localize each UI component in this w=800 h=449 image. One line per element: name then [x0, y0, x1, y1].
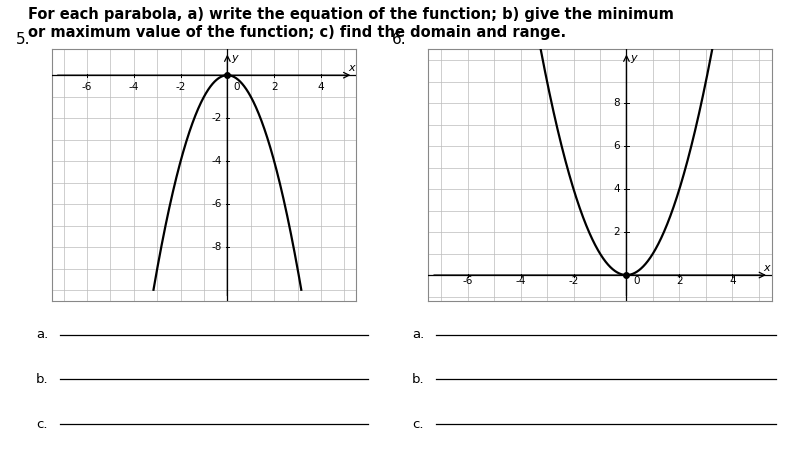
- Text: 2: 2: [614, 227, 620, 237]
- Text: 2: 2: [676, 276, 682, 286]
- Text: x: x: [348, 63, 354, 73]
- Text: b.: b.: [36, 373, 49, 386]
- Text: -2: -2: [568, 276, 578, 286]
- Text: -4: -4: [515, 276, 526, 286]
- Text: 0: 0: [633, 276, 639, 286]
- Text: 4: 4: [318, 83, 324, 92]
- Text: -6: -6: [462, 276, 473, 286]
- Text: -6: -6: [82, 83, 92, 92]
- Text: -2: -2: [211, 113, 222, 123]
- Text: -8: -8: [211, 242, 222, 252]
- Text: a.: a.: [36, 328, 48, 341]
- Text: 4: 4: [614, 184, 620, 194]
- Text: -4: -4: [211, 156, 222, 166]
- Text: 8: 8: [614, 98, 620, 108]
- Text: 0: 0: [234, 83, 240, 92]
- Text: -2: -2: [175, 83, 186, 92]
- Text: a.: a.: [412, 328, 424, 341]
- Text: y: y: [630, 53, 637, 63]
- Text: 5.: 5.: [16, 32, 30, 47]
- Text: 6.: 6.: [392, 32, 406, 47]
- Text: x: x: [763, 263, 770, 273]
- Text: b.: b.: [412, 373, 425, 386]
- Text: -6: -6: [211, 199, 222, 209]
- Text: or maximum value of the function; c) find the domain and range.: or maximum value of the function; c) fin…: [28, 25, 566, 40]
- Text: 4: 4: [729, 276, 736, 286]
- Text: y: y: [231, 53, 238, 63]
- Text: 2: 2: [271, 83, 278, 92]
- Text: -4: -4: [129, 83, 139, 92]
- Text: For each parabola, a) write the equation of the function; b) give the minimum: For each parabola, a) write the equation…: [28, 7, 674, 22]
- Text: 6: 6: [614, 141, 620, 151]
- Text: c.: c.: [412, 418, 423, 431]
- Text: c.: c.: [36, 418, 47, 431]
